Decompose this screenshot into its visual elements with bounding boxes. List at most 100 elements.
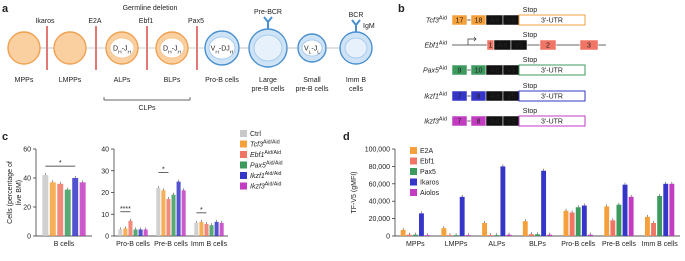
bar [79, 182, 86, 236]
bar [453, 235, 459, 236]
legend-label: Pax5 [420, 169, 436, 176]
y-tick-label: 100,000 [365, 147, 390, 154]
construct-part-label: Aid [497, 43, 507, 50]
construct-part-label: 8 [477, 119, 481, 126]
bar [199, 221, 204, 236]
legend-label: Pax5Aid/Aid [250, 161, 283, 170]
legend-label-part: Ctrl [250, 131, 261, 138]
cell-label: pre-B cells [251, 86, 285, 93]
legend-swatch [240, 172, 247, 179]
bar [494, 235, 500, 236]
receptor-sub-label: IgM [363, 23, 375, 30]
bar [651, 222, 656, 236]
bar [156, 188, 161, 236]
construct-part-label: V5 [507, 119, 516, 126]
legend-label-part: Pax5 [250, 163, 266, 170]
y-tick-label: 30 [101, 168, 109, 175]
cell-label: Pro-B cells [205, 77, 239, 84]
nucleus-label-part: H [168, 49, 172, 55]
nucleus [301, 39, 323, 57]
construct-part-label: 3′-UTR [541, 18, 563, 25]
construct-part-label: 8 [477, 94, 481, 101]
legend-swatch [410, 189, 417, 196]
stop-label: Stop [523, 32, 538, 39]
gene-label: Ikzf1Aid [424, 92, 447, 101]
legend-label-part: Ebf1 [420, 159, 435, 166]
cell-label: BLPs [164, 77, 181, 84]
bar [604, 206, 610, 236]
construct-part [518, 64, 586, 76]
construct-part-label: 7 [458, 94, 462, 101]
bar [161, 190, 166, 236]
cell-label: Imm B [346, 77, 367, 84]
y-axis-label: TF-V5 (gMFI) [351, 172, 358, 214]
bar [610, 220, 616, 236]
bar [628, 196, 634, 236]
bar [42, 175, 49, 236]
nucleus [159, 37, 185, 59]
construct-part-label: 3′-UTR [541, 119, 563, 126]
construct-part-label: Aid [489, 18, 499, 25]
bar [171, 194, 176, 236]
legend-label: E2A [420, 148, 434, 155]
legend-label-part: Aid/Aid [263, 140, 280, 146]
cell-label: Small [303, 77, 321, 84]
bar [204, 224, 209, 236]
legend-label: Ikaros [420, 180, 440, 187]
y-axis-label: live BM) [16, 180, 23, 205]
title: Germline deletion [123, 5, 178, 12]
group-label: CLPs [138, 105, 156, 112]
legend-label: Ebf1 [420, 159, 435, 166]
construct-part [579, 39, 599, 51]
bar [441, 228, 447, 236]
cell [53, 31, 87, 65]
nucleus-label-part: -J [311, 46, 317, 53]
y-tick-label: 60,000 [369, 181, 391, 188]
bar [575, 207, 581, 236]
bar [64, 189, 71, 236]
promoter [467, 36, 477, 45]
legend-label-part: Ikzf1 [250, 173, 265, 180]
construct-part-label: Aid [489, 68, 499, 75]
bar [669, 183, 675, 236]
bar [133, 229, 138, 236]
construct-part-label: 10 [475, 68, 483, 75]
deletion-label: E2A [88, 18, 102, 25]
gene-label-part: Tcf3 [426, 18, 439, 25]
construct-part-label: Aid [489, 119, 499, 126]
panel-label: d [343, 131, 350, 143]
nucleus-label-part: H [215, 49, 219, 55]
gene-label-part: Aid [439, 92, 447, 98]
construct-part-label: V5 [507, 94, 516, 101]
x-tick-label: MPPs [406, 241, 425, 248]
y-tick-label: 40,000 [369, 199, 391, 206]
bar [214, 221, 219, 236]
nucleus-label-part: H [177, 49, 181, 55]
x-tick-label: Pre-B cells [602, 241, 636, 248]
bar [500, 166, 506, 236]
legend-swatch [410, 168, 417, 175]
stop-label: Stop [523, 57, 538, 64]
bar [616, 204, 622, 236]
y-tick-label: 0 [386, 234, 390, 241]
construct-part-label: 7 [458, 119, 462, 126]
construct-part-label: 3′-UTR [541, 94, 563, 101]
x-tick-label: Imm B cells [191, 241, 228, 248]
receptor [263, 16, 273, 29]
construct-part [510, 39, 528, 51]
bar [482, 222, 488, 236]
construct-part-label: V5 [507, 68, 516, 75]
legend-label-part: Aid/Aid [264, 150, 281, 156]
nucleus-label-part: -DJ [219, 46, 230, 53]
significance-label: * [200, 207, 203, 214]
receptor-label: Pre-BCR [254, 9, 282, 16]
bar [535, 234, 540, 236]
bar [569, 212, 575, 236]
nucleus-label-part: H [230, 49, 234, 55]
gene-label-part: Ebf1 [425, 43, 440, 50]
deletion-label: Pax5 [188, 18, 204, 25]
gene-label-part: Ikzf3 [424, 119, 439, 126]
gene-label-part: Ikzf1 [424, 94, 439, 101]
nucleus [344, 37, 368, 59]
